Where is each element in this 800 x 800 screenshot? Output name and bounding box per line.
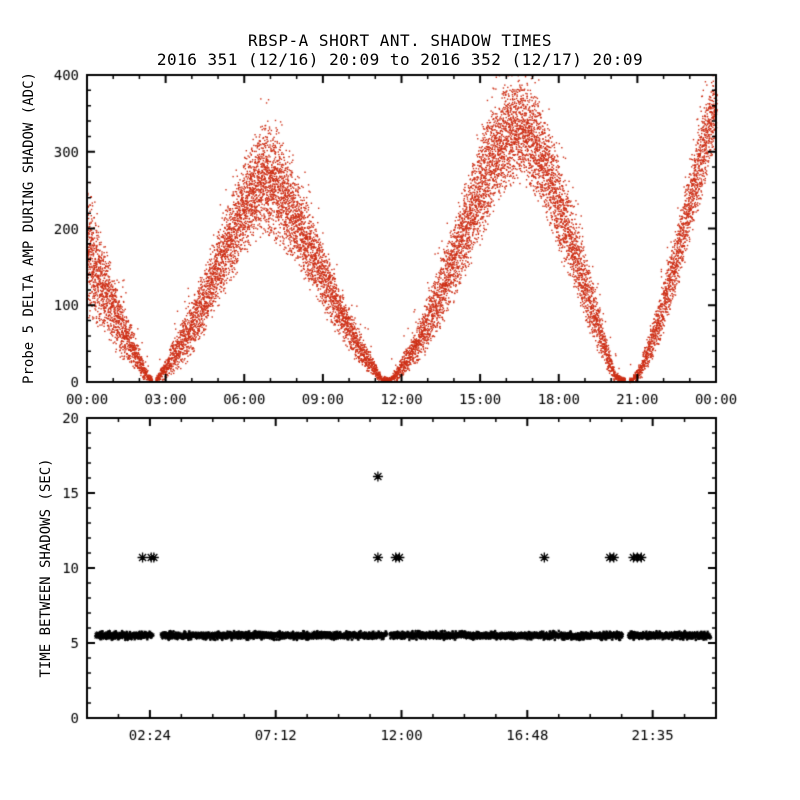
bottom-y-axis-label: TIME BETWEEN SHADOWS (SEC) — [38, 458, 54, 678]
chart-title: RBSP-A SHORT ANT. SHADOW TIMES — [248, 31, 552, 50]
top-y-axis-label: Probe 5 DELTA AMP DURING SHADOW (ADC) — [21, 72, 37, 384]
chart-subtitle: 2016 351 (12/16) 20:09 to 2016 352 (12/1… — [156, 50, 644, 69]
